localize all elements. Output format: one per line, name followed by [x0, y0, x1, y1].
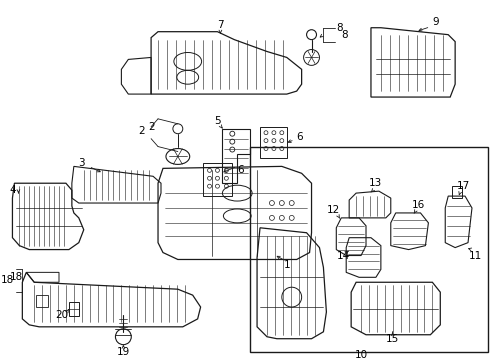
- Text: 16: 16: [412, 200, 425, 210]
- Text: 7: 7: [217, 20, 224, 30]
- Text: 13: 13: [369, 178, 383, 188]
- Text: 18: 18: [10, 272, 23, 282]
- Text: 19: 19: [117, 347, 130, 357]
- Text: 6: 6: [237, 165, 244, 175]
- Text: 11: 11: [468, 251, 482, 261]
- Text: 20: 20: [55, 310, 69, 320]
- Text: 6: 6: [296, 132, 303, 142]
- Text: 8: 8: [341, 30, 348, 40]
- Text: 10: 10: [354, 350, 368, 360]
- Text: 8: 8: [336, 23, 343, 33]
- Text: 17: 17: [457, 181, 470, 191]
- Text: 2: 2: [148, 122, 154, 132]
- Text: 5: 5: [214, 116, 221, 126]
- Text: 1: 1: [284, 260, 290, 270]
- Text: 4: 4: [9, 185, 16, 195]
- Bar: [69, 302, 79, 316]
- Text: 3: 3: [78, 158, 85, 168]
- Text: 15: 15: [386, 334, 399, 344]
- Bar: [36, 295, 48, 307]
- Text: 12: 12: [327, 205, 340, 215]
- Text: 18: 18: [1, 275, 14, 285]
- Text: 14: 14: [337, 251, 350, 261]
- Text: 9: 9: [432, 17, 439, 27]
- Text: 2: 2: [139, 126, 145, 136]
